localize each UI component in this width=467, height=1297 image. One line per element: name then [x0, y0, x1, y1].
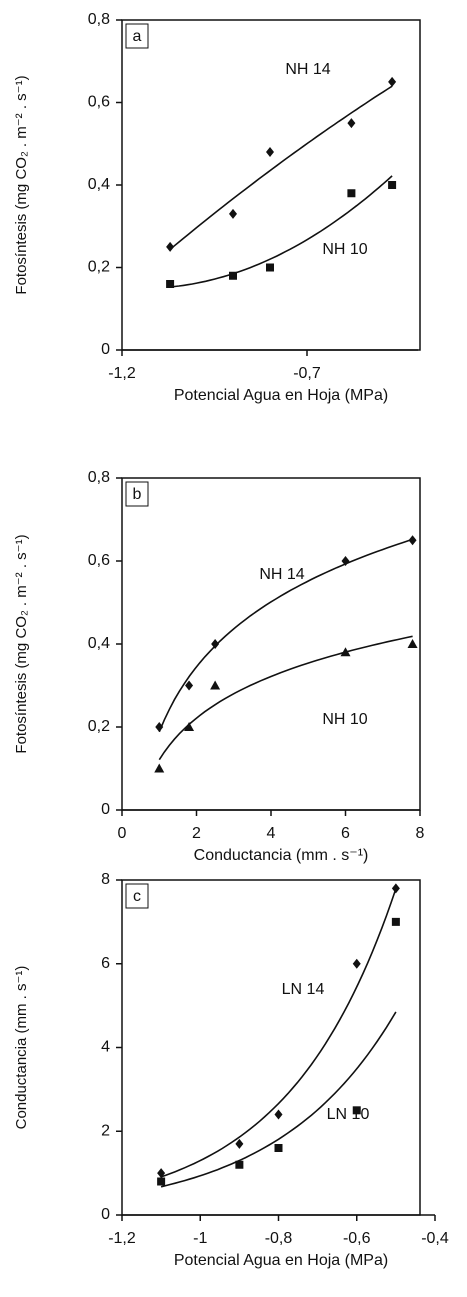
point [229, 271, 237, 280]
y-tick-label: 0,6 [88, 552, 110, 569]
x-axis-label: Conductancia (mm . s⁻¹) [194, 847, 369, 864]
y-tick-label: 0 [101, 801, 110, 818]
panel-label-box [125, 23, 149, 49]
series-label: NH 14 [259, 566, 304, 583]
panel-label: c [133, 888, 141, 905]
y-axis-label: Fotosíntesis (mg CO₂ . m⁻² . s⁻¹) [13, 534, 30, 753]
point [407, 639, 418, 648]
point [352, 958, 361, 969]
x-tick-label: -1 [193, 1230, 207, 1247]
point [229, 208, 237, 219]
point [154, 763, 165, 773]
point [166, 241, 175, 252]
x-tick-label: -0,4 [421, 1230, 449, 1247]
x-tick-label: -0,6 [343, 1230, 371, 1247]
point [157, 1168, 166, 1179]
trend-line [160, 1011, 397, 1188]
x-tick-label: 0 [118, 825, 127, 842]
point [166, 280, 175, 288]
point [155, 722, 164, 732]
point [157, 1177, 166, 1186]
y-tick-label: 8 [101, 871, 110, 888]
point [347, 118, 356, 129]
y-tick-label: 0,6 [88, 94, 110, 111]
x-axis-label: Potencial Agua en Hoja (MPa) [174, 1252, 388, 1269]
point [274, 1109, 283, 1120]
x-tick-label: 6 [341, 825, 350, 842]
plot-frame [121, 879, 421, 1216]
x-tick-label: 4 [267, 825, 276, 842]
panel-label-box [125, 481, 149, 507]
point [388, 76, 397, 87]
y-tick-label: 0,2 [88, 259, 110, 276]
point [266, 263, 274, 272]
y-tick-label: 6 [101, 955, 110, 972]
y-axis-label: Fotosíntesis (mg CO₂ . m⁻² . s⁻¹) [13, 75, 30, 294]
x-tick-label: 8 [416, 825, 425, 842]
y-tick-label: 2 [101, 1122, 110, 1139]
trend-line [158, 635, 413, 761]
point [340, 647, 351, 657]
series-label: LN 10 [327, 1106, 370, 1123]
series-label: NH 10 [322, 711, 367, 728]
panel-label: a [133, 28, 142, 45]
x-tick-label: -0,8 [265, 1230, 293, 1247]
panel-label: b [133, 486, 142, 503]
y-tick-label: 0 [101, 1206, 110, 1223]
trend-line [160, 888, 397, 1178]
y-axis-label: Conductancia (mm . s⁻¹) [13, 966, 30, 1130]
trend-line [158, 538, 413, 733]
point [235, 1138, 244, 1149]
y-tick-label: 0,4 [88, 176, 110, 193]
series-label: NH 10 [322, 241, 367, 258]
y-tick-label: 0,2 [88, 718, 110, 735]
y-tick-label: 0,8 [88, 469, 110, 486]
point [347, 189, 356, 198]
trend-line [170, 175, 393, 288]
point [274, 1144, 283, 1152]
trend-line [169, 85, 393, 251]
y-tick-label: 0 [101, 341, 110, 358]
point [388, 181, 397, 189]
point [185, 680, 194, 691]
panel-label-box [125, 883, 149, 909]
x-tick-label: -0,7 [293, 365, 321, 382]
plot-frame [121, 19, 421, 351]
point [352, 1106, 361, 1115]
x-tick-label: 2 [192, 825, 201, 842]
point [235, 1160, 244, 1169]
point [184, 722, 195, 731]
point [211, 639, 220, 649]
point [210, 680, 221, 690]
point [408, 535, 417, 546]
point [266, 147, 274, 157]
point [391, 917, 400, 926]
point [391, 883, 400, 894]
x-tick-label: -1,2 [108, 365, 136, 382]
point [341, 556, 350, 566]
series-label: LN 14 [282, 981, 325, 998]
x-axis-label: Potencial Agua en Hoja (MPa) [174, 387, 388, 404]
x-tick-label: -1,2 [108, 1230, 136, 1247]
series-label: NH 14 [285, 61, 330, 78]
y-tick-label: 0,4 [88, 635, 110, 652]
y-tick-label: 0,8 [88, 11, 110, 28]
y-tick-label: 4 [101, 1039, 110, 1056]
